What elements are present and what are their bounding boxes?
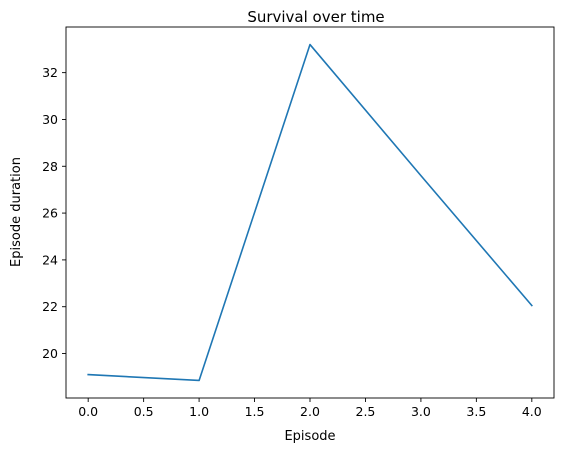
y-tick-label: 24 <box>42 252 58 267</box>
chart-title: Survival over time <box>247 8 384 26</box>
series-layer <box>87 43 533 382</box>
y-tick-label: 28 <box>42 159 58 174</box>
x-tick-label: 0.5 <box>134 404 154 419</box>
y-tick-label: 26 <box>42 206 58 221</box>
y-axis-ticks: 20 22 24 26 28 30 32 <box>42 65 66 361</box>
y-tick-label: 20 <box>42 346 58 361</box>
x-tick-label: 2.5 <box>356 404 376 419</box>
x-tick-label: 4.0 <box>522 404 542 419</box>
x-tick-label: 1.0 <box>189 404 209 419</box>
y-tick-label: 30 <box>42 112 58 127</box>
x-axis-ticks: 0.0 0.5 1.0 1.5 2.0 2.5 3.0 3.5 4.0 <box>78 398 542 419</box>
plot-frame <box>65 26 555 399</box>
y-tick-label: 32 <box>42 65 58 80</box>
x-tick-label: 3.0 <box>411 404 431 419</box>
plot-area <box>65 26 555 399</box>
y-tick-label: 22 <box>42 299 58 314</box>
series-line <box>87 43 533 382</box>
x-tick-label: 0.0 <box>78 404 98 419</box>
x-tick-label: 1.5 <box>245 404 265 419</box>
y-axis-label: Episode duration <box>9 157 24 267</box>
x-axis-label: Episode <box>284 429 335 444</box>
x-tick-label: 3.5 <box>466 404 486 419</box>
x-tick-label: 2.0 <box>300 404 320 419</box>
